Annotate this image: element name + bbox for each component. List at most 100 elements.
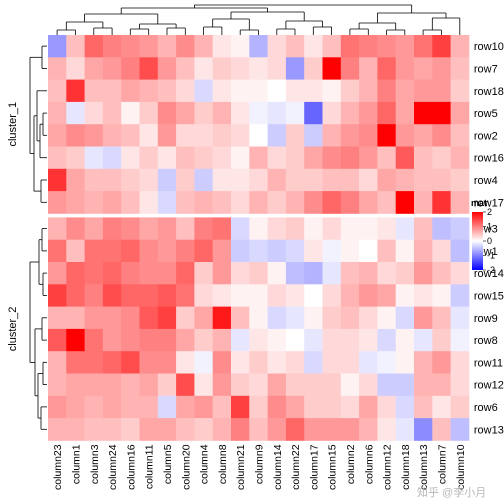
heatmap-cell-row9-column12 — [377, 306, 397, 330]
heatmap-cell-row13-column11 — [139, 418, 159, 441]
heatmap-cell-row10-column9 — [249, 35, 268, 58]
heatmap-cell-row2-column1 — [66, 124, 85, 147]
heatmap-cell-row15-column10 — [450, 284, 470, 307]
heatmap-cell-row3-column7 — [432, 217, 451, 241]
heatmap-cell-row6-column2 — [340, 395, 360, 419]
heatmap-cell-row10-column22 — [285, 35, 305, 58]
heatmap-cell-row13-column21 — [231, 418, 250, 441]
heatmap-cell-row16-column6 — [359, 146, 378, 170]
heatmap-cell-row18-column13 — [414, 79, 433, 103]
heatmap-cell-row2-column15 — [322, 124, 342, 147]
heatmap-cell-row18-column1 — [66, 79, 85, 103]
heatmap-cell-row15-column23 — [48, 284, 67, 307]
heatmap-cell-row16-column10 — [450, 146, 470, 170]
heatmap-cell-row5-column12 — [377, 101, 397, 125]
heatmap-cell-row6-column7 — [432, 395, 451, 419]
cluster-2-label: cluster_2 — [7, 307, 19, 352]
heatmap-cell-row15-column17 — [304, 284, 323, 307]
heatmap-cell-row6-column15 — [322, 395, 342, 419]
heatmap-cell-row17-column17 — [304, 191, 323, 214]
watermark: 知乎 @李小月 — [417, 485, 486, 499]
heatmap-cell-row10-column21 — [231, 35, 250, 58]
heatmap-cell-row7-column1 — [66, 57, 85, 80]
heatmap-cell-row5-column6 — [359, 101, 378, 125]
heatmap-cell-row8-column21 — [231, 328, 250, 352]
heatmap-cell-row9-column7 — [432, 306, 451, 330]
heatmap-cell-row8-column6 — [359, 328, 378, 352]
heatmap-cell-row10-column4 — [194, 35, 214, 58]
heatmap-cell-row17-column20 — [176, 191, 195, 214]
heatmap-cell-row17-column18 — [395, 191, 415, 214]
heatmap-cell-row14-column7 — [432, 262, 451, 285]
heatmap-cell-row11-column4 — [194, 351, 214, 374]
heatmap-cell-row18-column21 — [231, 79, 250, 103]
row-label-row6: row6 — [474, 402, 498, 414]
row-label-row11: row11 — [474, 357, 503, 369]
heatmap-cell-row9-column23 — [48, 306, 67, 330]
heatmap-cell-row9-column13 — [414, 306, 433, 330]
heatmap-cell-row16-column7 — [432, 146, 451, 170]
heatmap-cell-row10-column18 — [395, 35, 415, 58]
heatmap-cell-row13-column16 — [121, 418, 140, 441]
heatmap-cell-row18-column3 — [84, 79, 104, 103]
heatmap-cell-row3-column12 — [377, 217, 397, 241]
heatmap-cell-row5-column4 — [194, 101, 214, 125]
heatmap-cell-row4-column8 — [212, 168, 232, 192]
heatmap-cell-row2-column13 — [414, 124, 433, 147]
heatmap-cell-row12-column6 — [359, 373, 378, 397]
heatmap-cell-row5-column10 — [450, 101, 470, 125]
heatmap-cell-row11-column11 — [139, 351, 159, 374]
heatmap-cell-row8-column18 — [395, 328, 415, 352]
heatmap-cell-row11-column1 — [66, 351, 85, 374]
heatmap-cell-row6-column17 — [304, 395, 323, 419]
heatmap-cell-row4-column21 — [231, 168, 250, 192]
heatmap-cell-row8-column2 — [340, 328, 360, 352]
heatmap-cell-row4-column9 — [249, 168, 268, 192]
heatmap-cell-row6-column16 — [121, 395, 140, 419]
heatmap-cell-row7-column14 — [267, 57, 287, 80]
heatmap-cell-row15-column1 — [66, 284, 85, 307]
heatmap-cell-row3-column24 — [102, 217, 122, 241]
heatmap-cell-row16-column3 — [84, 146, 104, 170]
heatmap-cell-row15-column8 — [212, 284, 232, 307]
heatmap-cell-row14-column1 — [66, 262, 85, 285]
row-label-row17: row17 — [474, 197, 504, 209]
heatmap-cell-row8-column15 — [322, 328, 342, 352]
heatmap-cell-row12-column5 — [157, 373, 177, 397]
heatmap-cell-row18-column14 — [267, 79, 287, 103]
heatmap-cell-row14-column8 — [212, 262, 232, 285]
column-label-column7: column7 — [436, 444, 448, 484]
heatmap-cell-row3-column18 — [395, 217, 415, 241]
heatmap-cell-row16-column1 — [66, 146, 85, 170]
heatmap-cell-row13-column13 — [414, 418, 433, 441]
heatmap-cell-row7-column22 — [285, 57, 305, 80]
heatmap-cell-row16-column5 — [157, 146, 177, 170]
heatmap-cell-row10-column7 — [432, 35, 451, 58]
heatmap-cell-row15-column2 — [340, 284, 360, 307]
heatmap-cell-row12-column14 — [267, 373, 287, 397]
heatmap-cell-row1-column20 — [176, 239, 195, 263]
heatmap-cell-row7-column16 — [121, 57, 140, 80]
row-label-row7: row7 — [474, 64, 498, 76]
heatmap-cell-row5-column21 — [231, 101, 250, 125]
heatmap-cell-row6-column24 — [102, 395, 122, 419]
heatmap-cell-row1-column15 — [322, 239, 342, 263]
heatmap-cell-row10-column14 — [267, 35, 287, 58]
heatmap-cell-row1-column9 — [249, 239, 268, 263]
row-label-row18: row18 — [474, 86, 504, 98]
heatmap-cell-row6-column9 — [249, 395, 268, 419]
legend-color-bar — [472, 212, 483, 270]
heatmap-cell-row8-column11 — [139, 328, 159, 352]
heatmap-cell-row3-column22 — [285, 217, 305, 241]
heatmap-cell-row12-column4 — [194, 373, 214, 397]
heatmap-cell-row9-column20 — [176, 306, 195, 330]
heatmap-cell-row8-column17 — [304, 328, 323, 352]
heatmap-cell-row1-column11 — [139, 239, 159, 263]
heatmap-cell-row9-column1 — [66, 306, 85, 330]
heatmap-cell-row18-column4 — [194, 79, 214, 103]
heatmap-cell-row17-column10 — [450, 191, 470, 214]
heatmap-cell-row15-column3 — [84, 284, 104, 307]
heatmap-cell-row15-column11 — [139, 284, 159, 307]
heatmap-cell-row11-column20 — [176, 351, 195, 374]
